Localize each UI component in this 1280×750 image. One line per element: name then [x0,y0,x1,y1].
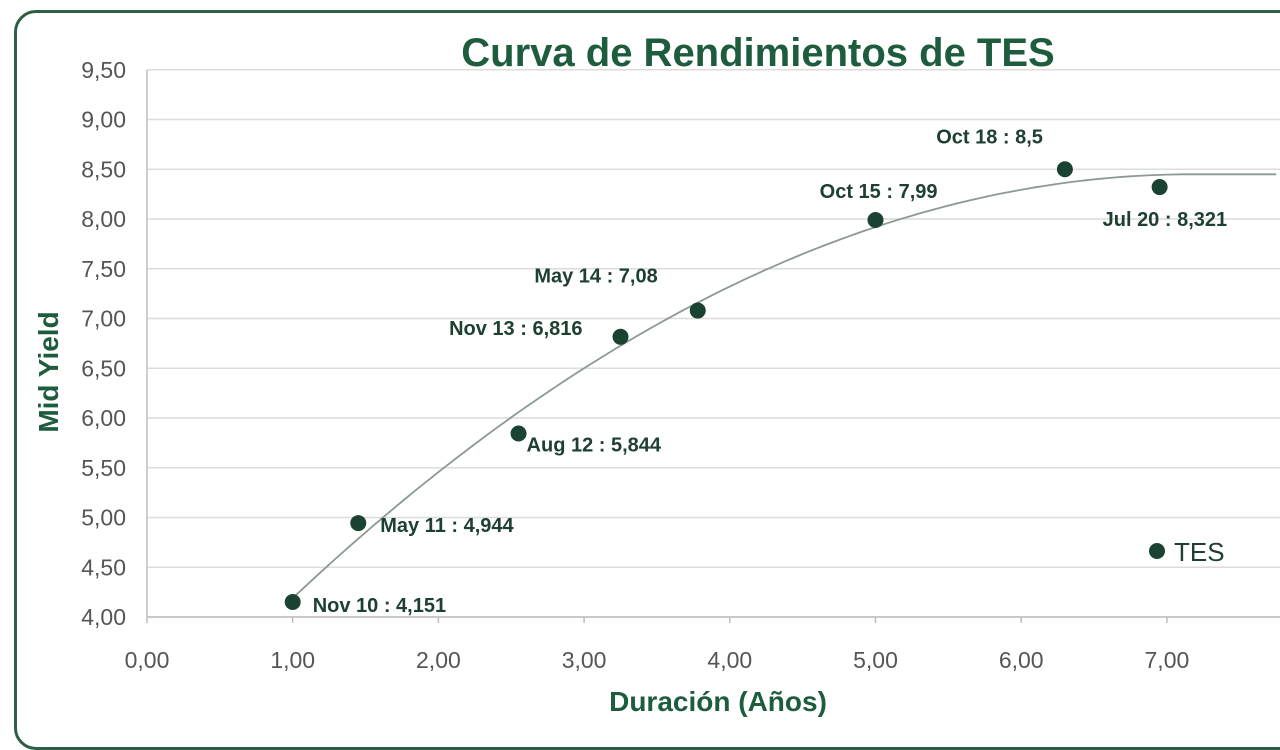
data-point [689,302,706,319]
y-tick-label: 6,50 [81,355,126,381]
y-axis-ticks: 4,00 4,50 5,00 5,50 6,00 6,50 7,00 7,50 8,00 8,50… [81,57,126,630]
y-tick-label: 5,50 [81,455,126,481]
x-tick-label: 7,00 [1145,647,1190,673]
data-point [1056,161,1073,178]
data-label: Nov 13 : 6,816 [449,318,582,340]
y-tick-label: 8,00 [81,206,126,232]
x-tick-label: 1,00 [270,647,315,673]
yield-curve-chart: Nov 10 : 4,151 May 11 : 4,944 Aug 12 : 5,8… [33,31,1280,717]
trendline [292,173,1277,599]
chart-frame [14,10,1280,750]
gridlines [146,69,1280,618]
x-tick-label: 5,00 [853,647,898,673]
data-point [1151,179,1168,196]
x-tick-label: 4,00 [707,647,752,673]
y-tick-label: 4,50 [81,554,126,580]
y-tick-label: 6,00 [81,405,126,431]
legend-label-tes: TES [1174,537,1225,567]
data-point [350,515,367,532]
data-label: May 11 : 4,944 [380,515,514,537]
data-label: May 14 : 7,08 [534,266,657,288]
x-tick-label: 6,00 [999,647,1044,673]
y-tick-label: 9,50 [81,57,126,83]
legend: TES [1149,537,1225,567]
x-tick-label: 0,00 [125,647,170,673]
x-tick-label: 2,00 [416,647,461,673]
data-label: Aug 12 : 5,844 [527,435,662,457]
y-axis-title: Mid Yield [33,311,64,432]
trendline-group [292,173,1277,599]
y-tick-label: 4,00 [81,604,126,630]
y-tick-label: 7,00 [81,306,126,332]
data-label: Oct 18 : 8,5 [936,126,1043,148]
data-points [284,161,1168,610]
chart-title: Curva de Rendimientos de TES [461,31,1054,75]
y-tick-label: 5,00 [81,505,126,531]
data-point [284,593,301,610]
y-tick-label: 8,50 [81,156,126,182]
data-label: Nov 10 : 4,151 [313,595,446,617]
data-label: Oct 15 : 7,99 [820,181,938,203]
x-axis-title: Duración (Años) [609,686,827,717]
data-point [867,211,884,228]
data-label: Jul 20 : 8,321 [1103,209,1228,231]
y-tick-label: 7,50 [81,256,126,282]
data-labels: Nov 10 : 4,151 May 11 : 4,944 Aug 12 : 5,8… [313,126,1227,617]
x-tick-label: 3,00 [562,647,607,673]
data-point [510,425,527,442]
x-axis-ticks: 0,00 1,00 2,00 3,00 4,00 5,00 6,00 7,00 [125,617,1190,673]
data-point [612,328,629,345]
y-tick-label: 9,00 [81,107,126,133]
legend-marker-tes [1149,543,1165,559]
